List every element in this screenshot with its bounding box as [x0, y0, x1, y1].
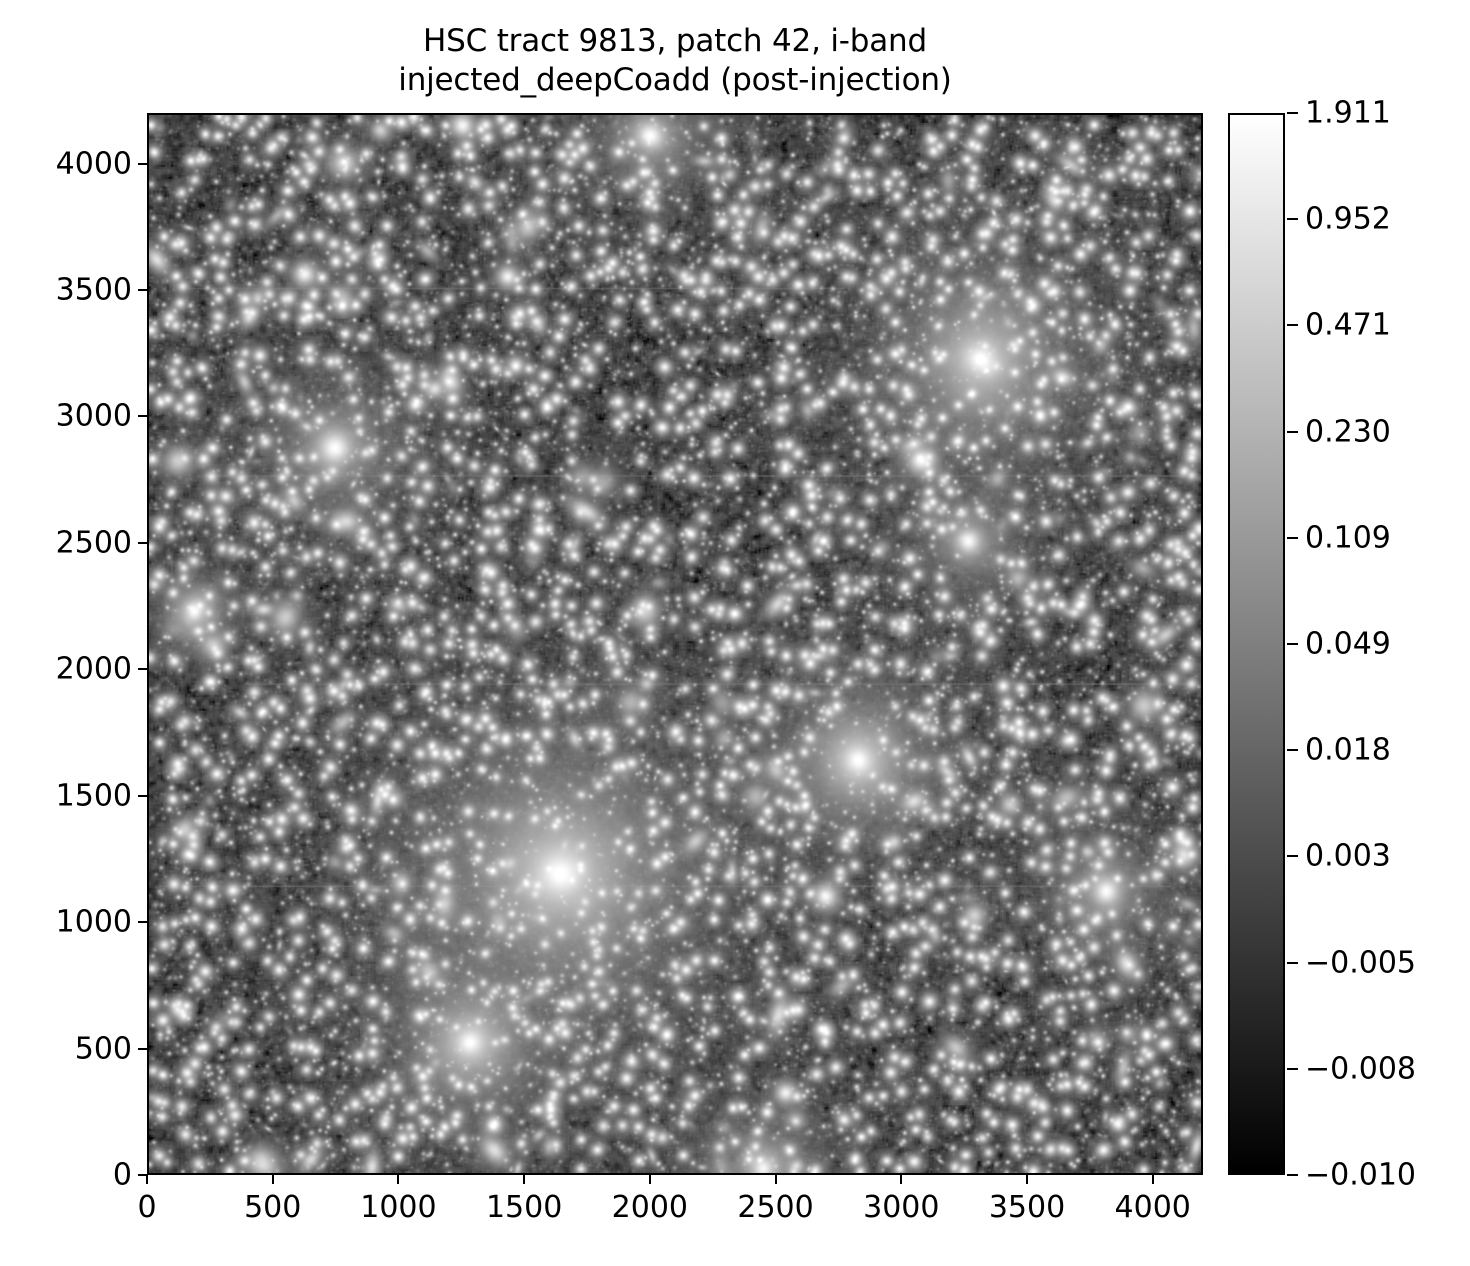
x-tick: [523, 1175, 526, 1184]
x-tick-label: 2500: [737, 1190, 814, 1225]
colorbar-tick-label: 0.471: [1305, 307, 1391, 343]
sky-image: [149, 115, 1201, 1173]
x-tick-label: 3500: [988, 1190, 1066, 1225]
colorbar-tick-label: 0.109: [1305, 520, 1391, 556]
colorbar-tick: [1287, 430, 1298, 433]
y-tick: [138, 541, 147, 544]
colorbar-tick: [1287, 961, 1298, 964]
colorbar-tick: [1287, 112, 1298, 114]
colorbar-tick: [1287, 855, 1298, 858]
colorbar-tick-label: 0.049: [1305, 626, 1391, 662]
y-tick: [138, 1174, 147, 1176]
y-tick: [138, 162, 147, 165]
y-tick: [138, 668, 147, 671]
y-tick-label: 1000: [55, 904, 132, 940]
x-tick-label: 4000: [1114, 1190, 1191, 1225]
x-tick: [900, 1175, 903, 1184]
y-tick-label: 4000: [55, 146, 132, 182]
colorbar-tick-label: −0.010: [1305, 1157, 1417, 1193]
y-tick: [138, 289, 147, 291]
x-tick: [397, 1175, 400, 1184]
x-tick: [1151, 1175, 1154, 1184]
x-tick-label: 3000: [863, 1190, 940, 1225]
sky-image-axes[interactable]: [147, 113, 1203, 1175]
colorbar-tick: [1287, 536, 1298, 539]
colorbar-tick-label: 0.003: [1305, 838, 1391, 874]
x-tick: [774, 1175, 777, 1184]
colorbar-tick: [1287, 1067, 1298, 1070]
x-tick-label: 2000: [611, 1190, 689, 1225]
y-tick-label: 3000: [55, 398, 132, 434]
colorbar-tick-label: 0.230: [1305, 414, 1391, 450]
plot-title: HSC tract 9813, patch 42, i-band injecte…: [398, 23, 952, 98]
x-tick: [648, 1175, 651, 1184]
colorbar-tick-label: −0.008: [1305, 1051, 1417, 1087]
x-tick-label: 1500: [485, 1190, 563, 1225]
colorbar-tick: [1287, 324, 1298, 327]
x-tick: [1026, 1175, 1028, 1184]
colorbar-tick-label: 1.911: [1305, 95, 1391, 131]
colorbar-tick-label: 0.018: [1305, 732, 1391, 768]
y-tick-label: 2000: [55, 651, 132, 687]
y-tick-label: 1500: [55, 778, 132, 814]
colorbar-tick: [1287, 749, 1298, 752]
y-tick: [138, 415, 147, 418]
y-tick-label: 0: [112, 1157, 132, 1193]
colorbar-tick-label: 0.952: [1305, 201, 1391, 237]
y-tick-label: 3500: [55, 272, 132, 308]
colorbar-tick: [1287, 1174, 1298, 1176]
flux-colorbar[interactable]: [1228, 113, 1285, 1175]
y-tick: [138, 921, 147, 924]
colorbar-tick-label: −0.005: [1305, 945, 1417, 981]
y-tick-label: 500: [74, 1031, 132, 1067]
x-tick-label: 500: [244, 1190, 302, 1225]
y-tick: [138, 1047, 147, 1050]
y-tick-label: 2500: [55, 525, 132, 561]
x-tick-label: 0: [137, 1190, 157, 1225]
colorbar-tick: [1287, 643, 1298, 645]
colorbar-tick: [1287, 218, 1298, 221]
x-tick-label: 1000: [360, 1190, 437, 1225]
y-tick: [138, 794, 147, 797]
x-tick: [271, 1175, 274, 1184]
x-tick: [146, 1175, 148, 1184]
